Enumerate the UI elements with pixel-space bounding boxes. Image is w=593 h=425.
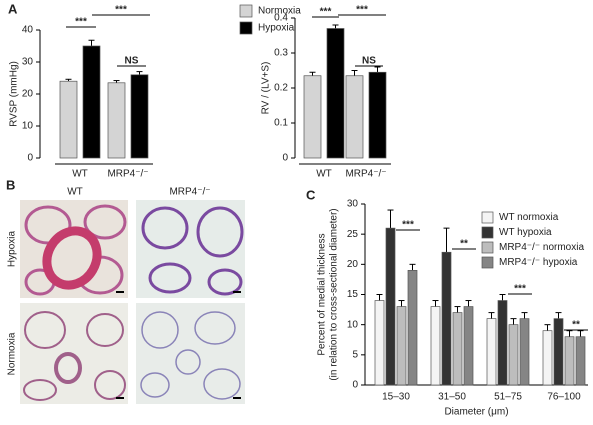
bar	[396, 306, 407, 386]
x-tick-label: 51–75	[494, 392, 522, 403]
y-tick-label: 20	[22, 89, 34, 100]
bar	[463, 306, 474, 386]
y-tick-label: 10	[22, 121, 34, 132]
significance-label: ***	[402, 220, 414, 231]
legend-label: Hypoxia	[258, 23, 295, 34]
column-label: WT	[67, 187, 83, 198]
row-label: Hypoxia	[7, 231, 18, 268]
y-tick-label: 0.2	[274, 83, 288, 94]
bar	[575, 336, 586, 386]
significance-label: NS	[362, 56, 376, 67]
y-tick-label: 25	[347, 229, 359, 240]
y-axis-label: Percent of medial thickness	[317, 233, 328, 355]
bar	[385, 227, 396, 386]
panel-label: B	[6, 177, 15, 192]
legend-label: MRP4⁻/⁻ normoxia	[499, 242, 584, 253]
panel-label: C	[306, 187, 316, 202]
x-tick-label: WT	[72, 169, 88, 180]
y-tick-label: 5	[352, 349, 358, 360]
x-axis-label: Diameter (μm)	[444, 407, 508, 418]
x-tick-label: WT	[316, 169, 332, 180]
bar	[553, 318, 564, 386]
bar	[441, 251, 452, 386]
y-tick-label: 15	[347, 289, 359, 300]
bar	[508, 324, 519, 386]
y-tick-label: 10	[347, 319, 359, 330]
bar	[430, 306, 441, 386]
significance-label: ***	[320, 7, 332, 18]
bar	[452, 312, 463, 386]
row-label: Normoxia	[7, 332, 18, 375]
panel-label: A	[8, 1, 18, 16]
bar	[486, 318, 497, 386]
bar	[368, 71, 387, 159]
bar	[345, 75, 364, 159]
bar	[326, 28, 345, 159]
significance-label: ***	[514, 284, 526, 295]
y-tick-label: 20	[347, 259, 359, 270]
y-tick-label: 0	[27, 153, 33, 164]
x-tick-label: 15–30	[382, 392, 410, 403]
legend-label: WT normoxia	[499, 212, 559, 223]
legend-swatch	[481, 226, 494, 239]
significance-label: ***	[75, 17, 87, 28]
bar	[519, 318, 530, 386]
bar	[107, 82, 126, 159]
y-tick-label: 30	[347, 199, 359, 210]
significance-label: ***	[356, 5, 368, 16]
x-tick-label: 76–100	[547, 392, 581, 403]
legend-swatch	[239, 21, 253, 35]
y-tick-label: 0.4	[274, 13, 288, 24]
legend-swatch	[481, 241, 494, 254]
y-tick-label: 0	[352, 380, 358, 391]
x-tick-label: MRP4⁻/⁻	[107, 169, 148, 180]
legend-swatch	[481, 256, 494, 269]
y-tick-label: 30	[22, 57, 34, 68]
bar	[303, 75, 322, 159]
bar	[130, 74, 149, 159]
significance-label: NS	[125, 56, 139, 67]
y-axis-label: (in relation to cross-sectional diameter…	[329, 208, 340, 380]
histology-images	[20, 200, 245, 404]
y-tick-label: 0	[282, 153, 288, 164]
bar	[59, 80, 78, 159]
legend-label: Normoxia	[258, 6, 301, 17]
significance-label: **	[572, 320, 580, 331]
x-tick-label: 31–50	[438, 392, 466, 403]
y-tick-label: 40	[22, 25, 34, 36]
bar	[564, 336, 575, 386]
bar	[407, 270, 418, 386]
legend-swatch	[239, 4, 253, 18]
bar	[497, 300, 508, 386]
bar	[82, 45, 101, 159]
y-tick-label: 0.3	[274, 48, 288, 59]
significance-label: ***	[115, 5, 127, 16]
y-tick-label: 0.1	[274, 118, 288, 129]
y-axis-label: RVSP (mmHg)	[9, 61, 20, 127]
legend-label: WT hypoxia	[499, 227, 552, 238]
x-tick-label: MRP4⁻/⁻	[345, 169, 386, 180]
y-axis-label: RV / (LV+S)	[261, 62, 272, 115]
bar	[542, 330, 553, 386]
significance-label: **	[460, 239, 468, 250]
bar	[374, 300, 385, 386]
column-label: MRP4⁻/⁻	[169, 187, 210, 198]
legend-swatch	[481, 211, 494, 224]
legend-label: MRP4⁻/⁻ hypoxia	[499, 257, 578, 268]
